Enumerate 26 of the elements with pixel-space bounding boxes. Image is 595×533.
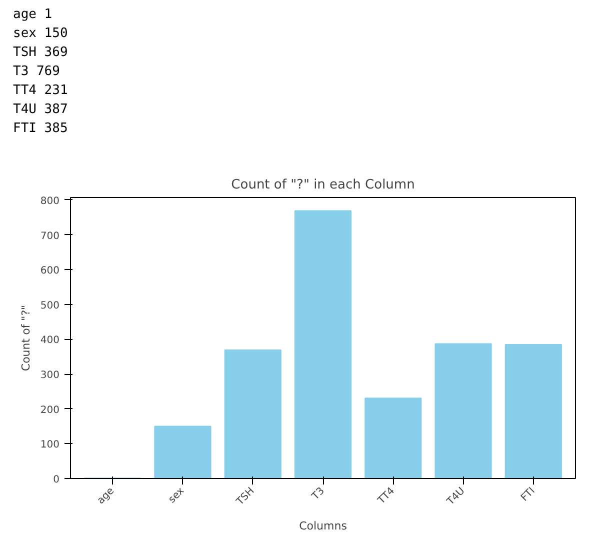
text: sex 150 xyxy=(13,25,68,43)
text: TT4 231 xyxy=(13,82,68,100)
text: TSH 369 xyxy=(13,44,68,62)
x-tick-label: TSH xyxy=(234,486,257,508)
y-tick-label: 100 xyxy=(40,440,60,451)
y-tick-label: 400 xyxy=(40,335,60,346)
text: age 1 xyxy=(13,6,54,24)
y-tick-label: 600 xyxy=(40,266,60,277)
y-tick-label: 300 xyxy=(40,370,60,382)
x-axis-title: Columns xyxy=(299,519,348,532)
x-tick-label: TT4 xyxy=(376,486,398,508)
text: T3 769 xyxy=(13,63,61,81)
text: T4U 387 xyxy=(13,101,68,119)
x-tick-label: T4U xyxy=(444,486,468,508)
y-tick-label: 800 xyxy=(40,196,60,207)
x-tick-label: T3 xyxy=(310,486,327,503)
x-tick-label: age xyxy=(96,486,116,507)
y-tick-label: 200 xyxy=(40,404,60,416)
y-tick-label: 0 xyxy=(53,474,60,486)
y-tick-label: 500 xyxy=(40,300,60,312)
y-axis-title: Count of "?" xyxy=(19,304,32,372)
y-tick-label: 700 xyxy=(40,230,60,242)
x-tick-label: FTI xyxy=(519,486,538,504)
chart-title: Count of "?" in each Column xyxy=(231,178,415,192)
x-tick-label: sex xyxy=(166,486,187,506)
text: FTI 385 xyxy=(13,120,68,138)
